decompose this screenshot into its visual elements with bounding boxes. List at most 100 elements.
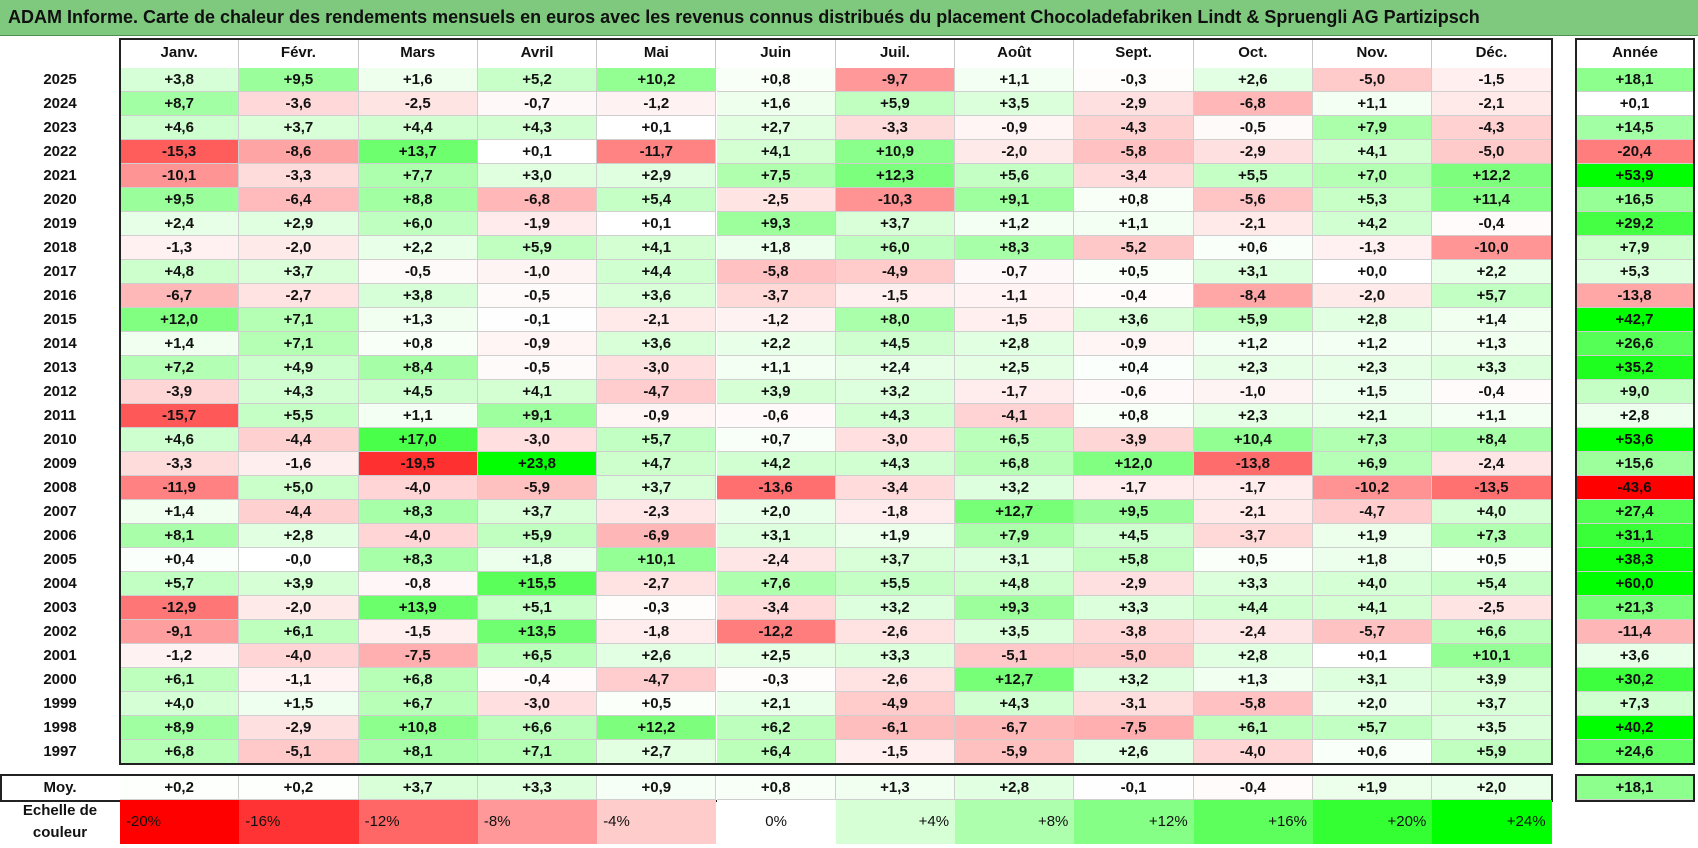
heatmap-cell: +12,0 — [1074, 452, 1194, 476]
heatmap-cell: -5,8 — [1193, 692, 1313, 716]
heatmap-cell: -3,0 — [477, 692, 598, 716]
heatmap-cell: -0,6 — [716, 404, 836, 428]
heatmap-cell: +4,8 — [955, 572, 1075, 596]
heatmap-cell: +12,2 — [1432, 164, 1552, 188]
heatmap-cell: +3,1 — [1193, 260, 1313, 284]
heatmap-cell: +1,9 — [835, 524, 956, 548]
heatmap-cell: -3,3 — [239, 164, 359, 188]
year-label: 2017 — [43, 263, 77, 280]
heatmap-cell: +2,4 — [835, 356, 956, 380]
heatmap-cell: -1,8 — [597, 620, 717, 644]
heatmap-cell: -4,9 — [835, 692, 956, 716]
annual-cell: +0,1 — [1576, 92, 1694, 116]
average-cell: -0,4 — [1193, 776, 1313, 800]
heatmap-cell: +0,8 — [1074, 188, 1194, 212]
heatmap-cell: -1,3 — [120, 236, 240, 260]
heatmap-cell: -2,7 — [597, 572, 717, 596]
heatmap-cell: +3,3 — [1193, 572, 1313, 596]
heatmap-cell: -2,9 — [1074, 572, 1194, 596]
heatmap-cell: -5,0 — [1432, 140, 1552, 164]
heatmap-cell: +5,8 — [1074, 548, 1194, 572]
heatmap-cell: +2,6 — [1074, 740, 1194, 764]
year-label: 2004 — [43, 575, 77, 592]
heatmap-cell: +3,7 — [1432, 692, 1552, 716]
heatmap-cell: +5,0 — [239, 476, 359, 500]
heatmap-cell: +5,5 — [239, 404, 359, 428]
heatmap-cell: +4,8 — [120, 260, 240, 284]
year-label: 2024 — [43, 95, 77, 112]
heatmap-cell: +2,5 — [716, 644, 836, 668]
heatmap-cell: +1,8 — [477, 548, 598, 572]
heatmap-cell: -6,8 — [477, 188, 598, 212]
heatmap-cell: +5,1 — [477, 596, 598, 620]
heatmap-cell: +9,1 — [477, 404, 598, 428]
heatmap-cell: -1,5 — [835, 740, 956, 764]
heatmap-cell: +1,4 — [120, 332, 240, 356]
heatmap-cell: -3,0 — [597, 356, 717, 380]
year-label: 2019 — [43, 215, 77, 232]
heatmap-cell: -4,0 — [1193, 740, 1313, 764]
heatmap-cell: +2,5 — [955, 356, 1075, 380]
heatmap-cell: +8,0 — [835, 308, 956, 332]
heatmap-cell: +3,0 — [477, 164, 598, 188]
heatmap-cell: -3,9 — [1074, 428, 1194, 452]
heatmap-cell: +2,2 — [716, 332, 836, 356]
column-header-2: Févr. — [239, 38, 359, 68]
heatmap-cell: -1,1 — [239, 668, 359, 692]
heatmap-cell: +3,5 — [1432, 716, 1552, 740]
year-label: 2000 — [43, 671, 77, 688]
annual-cell: +40,2 — [1576, 716, 1694, 740]
heatmap-cell: +4,1 — [1313, 596, 1433, 620]
heatmap-cell: -5,1 — [239, 740, 359, 764]
year-label: 2021 — [43, 167, 77, 184]
heatmap-cell: +6,6 — [477, 716, 598, 740]
heatmap-cell: -2,6 — [835, 668, 956, 692]
heatmap-cell: -2,7 — [239, 284, 359, 308]
heatmap-cell: +8,8 — [358, 188, 478, 212]
column-header-4: Avril — [478, 38, 598, 68]
legend-swatch: +20% — [1313, 800, 1433, 844]
year-label: 2012 — [43, 383, 77, 400]
column-header-10: Oct. — [1194, 38, 1313, 68]
heatmap-cell: +7,0 — [1313, 164, 1433, 188]
heatmap-cell: +1,4 — [120, 500, 240, 524]
heatmap-cell: +3,6 — [597, 284, 717, 308]
heatmap-cell: -5,1 — [955, 644, 1075, 668]
heatmap-cell: +8,1 — [120, 524, 240, 548]
heatmap-cell: +0,8 — [358, 332, 478, 356]
heatmap-cell: -3,8 — [1074, 620, 1194, 644]
heatmap-cell: -2,5 — [358, 92, 478, 116]
heatmap-cell: +2,9 — [239, 212, 359, 236]
heatmap-cell: +8,3 — [955, 236, 1075, 260]
heatmap-cell: +1,5 — [239, 692, 359, 716]
heatmap-cell: +9,5 — [120, 188, 240, 212]
heatmap-cell: -5,2 — [1074, 236, 1194, 260]
year-label: 2009 — [43, 455, 77, 472]
year-label: 2003 — [43, 599, 77, 616]
heatmap-cell: +3,5 — [955, 92, 1075, 116]
heatmap-cell: +7,9 — [955, 524, 1075, 548]
heatmap-cell: -3,0 — [835, 428, 956, 452]
heatmap-cell: +6,5 — [477, 644, 598, 668]
heatmap-cell: -19,5 — [358, 452, 478, 476]
heatmap-cell: -0,4 — [1432, 212, 1552, 236]
heatmap-cell: +2,6 — [597, 644, 717, 668]
heatmap-cell: +0,1 — [597, 116, 717, 140]
heatmap-cell: -0,9 — [597, 404, 717, 428]
average-label: Moy. — [43, 779, 77, 796]
heatmap-cell: +4,6 — [120, 116, 240, 140]
annual-cell: +9,0 — [1576, 380, 1694, 404]
legend-swatch: +16% — [1193, 800, 1313, 844]
heatmap-cell: +3,2 — [835, 596, 956, 620]
heatmap-cell: -3,4 — [1074, 164, 1194, 188]
heatmap-cell: -0,7 — [477, 92, 598, 116]
heatmap-cell: -2,1 — [597, 308, 717, 332]
heatmap-cell: -2,3 — [597, 500, 717, 524]
annual-cell: +5,3 — [1576, 260, 1694, 284]
column-header-annual: Année — [1612, 44, 1658, 61]
average-cell: +1,3 — [835, 776, 956, 800]
year-label: 2016 — [43, 287, 77, 304]
heatmap-cell: +4,4 — [597, 260, 717, 284]
heatmap-cell: +5,9 — [835, 92, 956, 116]
heatmap-cell: +1,1 — [1074, 212, 1194, 236]
